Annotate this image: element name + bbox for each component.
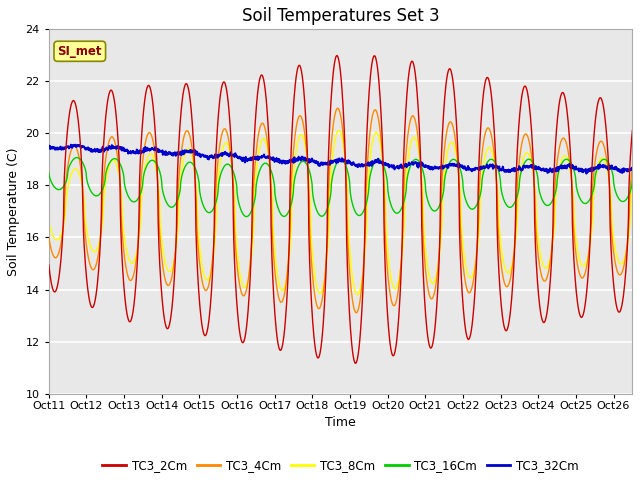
Text: SI_met: SI_met xyxy=(58,45,102,58)
X-axis label: Time: Time xyxy=(325,416,356,429)
Legend: TC3_2Cm, TC3_4Cm, TC3_8Cm, TC3_16Cm, TC3_32Cm: TC3_2Cm, TC3_4Cm, TC3_8Cm, TC3_16Cm, TC3… xyxy=(98,454,584,477)
Y-axis label: Soil Temperature (C): Soil Temperature (C) xyxy=(7,147,20,276)
Title: Soil Temperatures Set 3: Soil Temperatures Set 3 xyxy=(242,7,440,25)
